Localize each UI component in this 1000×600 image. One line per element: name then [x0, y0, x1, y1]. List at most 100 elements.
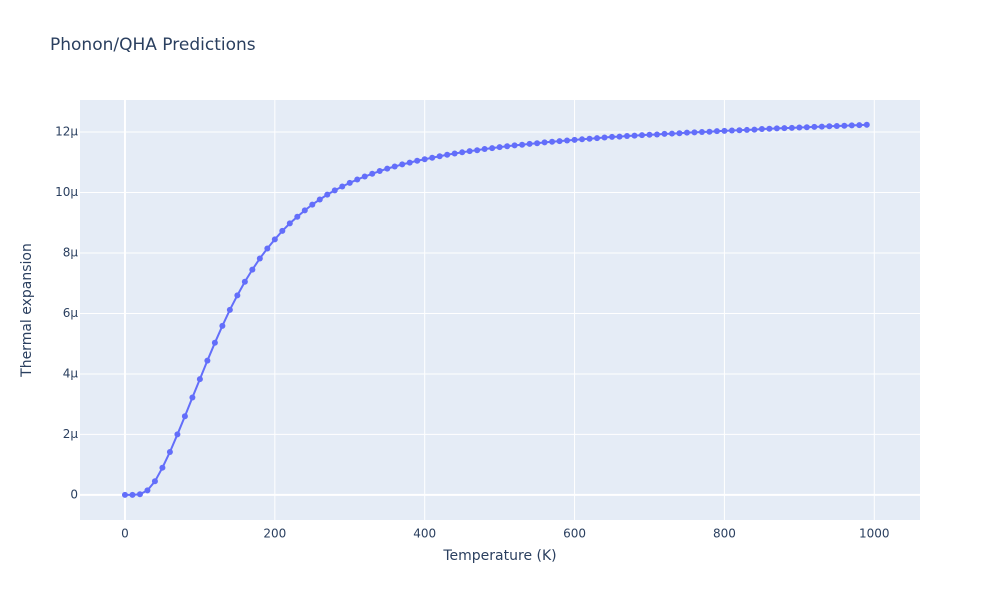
marker — [474, 147, 481, 154]
marker — [818, 123, 825, 130]
marker — [361, 173, 368, 180]
grid — [80, 100, 920, 520]
marker — [346, 179, 353, 186]
marks — [121, 121, 870, 498]
marker — [159, 464, 166, 471]
marker — [766, 125, 773, 132]
marker — [616, 133, 623, 140]
x-tick-label: 0 — [121, 527, 129, 541]
x-tick-label: 1000 — [859, 527, 890, 541]
marker — [586, 135, 593, 142]
marker — [459, 149, 466, 156]
x-tick-label: 600 — [563, 527, 586, 541]
marker — [286, 220, 293, 227]
marker — [196, 376, 203, 383]
marker — [369, 170, 376, 177]
chart-title: Phonon/QHA Predictions — [50, 35, 256, 55]
marker — [758, 126, 765, 133]
marker — [706, 128, 713, 135]
marker — [264, 245, 271, 252]
marker — [721, 127, 728, 134]
marker — [534, 140, 541, 147]
marker — [743, 126, 750, 133]
marker — [841, 122, 848, 129]
marker — [181, 413, 188, 420]
marker — [354, 176, 361, 183]
marker — [833, 123, 840, 130]
marker — [594, 135, 601, 142]
marker — [631, 132, 638, 139]
marker — [466, 148, 473, 155]
marker — [811, 123, 818, 130]
marker — [668, 130, 675, 137]
marker — [564, 137, 571, 144]
marker — [691, 129, 698, 136]
marker — [803, 124, 810, 131]
y-tick-label: 0 — [70, 487, 78, 501]
plot-area — [80, 100, 920, 520]
marker — [421, 156, 428, 163]
marker — [376, 168, 383, 175]
marker — [549, 138, 556, 145]
marker — [624, 132, 631, 139]
marker — [121, 491, 128, 498]
marker — [174, 431, 181, 438]
marker — [249, 266, 256, 273]
x-tick-label: 800 — [713, 527, 736, 541]
marker — [384, 165, 391, 172]
marker — [309, 201, 316, 208]
y-axis-title: Thermal expansion — [19, 243, 35, 378]
marker — [609, 133, 616, 140]
marker — [301, 207, 308, 214]
marker — [541, 139, 548, 146]
marker — [773, 125, 780, 132]
marker — [796, 124, 803, 131]
marker — [151, 478, 158, 485]
marker — [683, 129, 690, 136]
marker — [788, 124, 795, 131]
marker — [526, 140, 533, 147]
marker — [226, 306, 233, 313]
marker — [294, 213, 301, 220]
x-tick-label: 400 — [413, 527, 436, 541]
marker — [279, 227, 286, 234]
y-tick-label: 6μ — [63, 306, 79, 320]
marker — [234, 292, 241, 299]
marker — [399, 161, 406, 168]
marker — [676, 130, 683, 137]
marker — [653, 131, 660, 138]
marker — [736, 127, 743, 134]
marker — [661, 130, 668, 137]
marker — [781, 125, 788, 132]
marker — [256, 255, 263, 262]
marker — [601, 134, 608, 141]
marker — [391, 163, 398, 170]
y-tick-label: 12μ — [55, 125, 78, 139]
marker — [556, 138, 563, 145]
marker — [579, 136, 586, 143]
marker — [129, 491, 136, 498]
marker — [316, 196, 323, 203]
marker — [489, 145, 496, 152]
marker — [698, 129, 705, 136]
marker — [504, 143, 511, 150]
marker — [204, 357, 211, 364]
marker — [166, 448, 173, 455]
marker — [481, 145, 488, 152]
marker — [324, 191, 331, 198]
marker — [136, 491, 143, 498]
marker — [848, 122, 855, 129]
marker — [713, 128, 720, 135]
marker — [406, 159, 413, 166]
marker — [638, 132, 645, 139]
x-tick-label: 200 — [263, 527, 286, 541]
marker — [271, 236, 278, 243]
marker — [189, 394, 196, 401]
marker — [331, 187, 338, 194]
marker — [241, 278, 248, 285]
y-tick-label: 2μ — [63, 427, 79, 441]
marker — [863, 121, 870, 128]
marker — [436, 153, 443, 160]
marker — [144, 487, 151, 494]
